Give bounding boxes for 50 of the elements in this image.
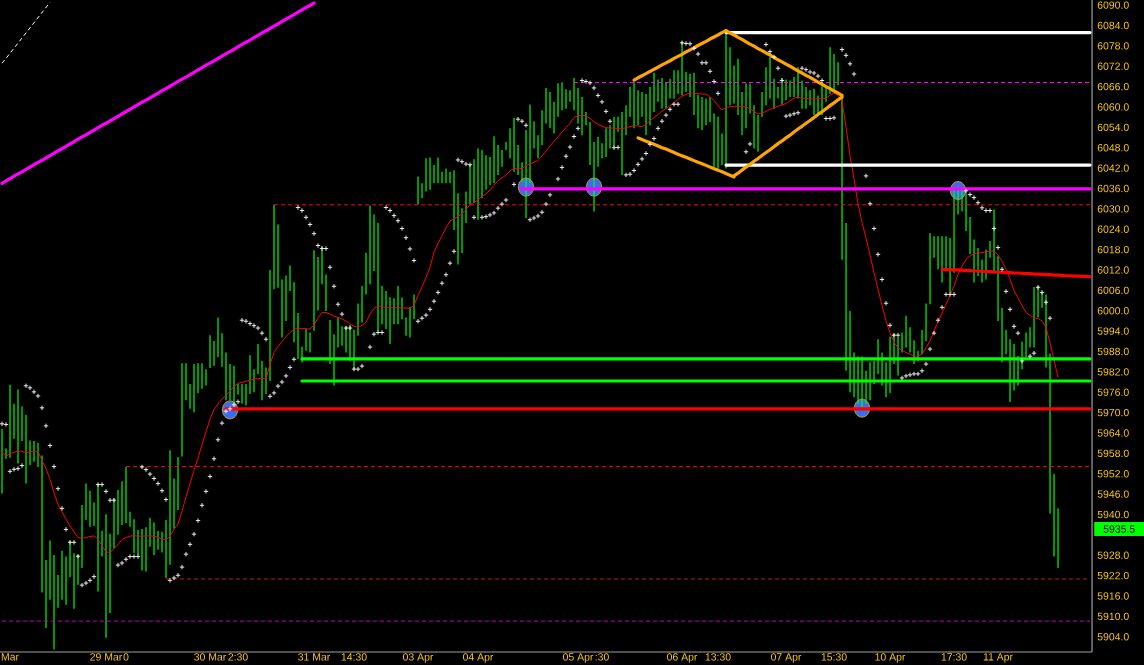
- x-tick-label: 2:30: [228, 653, 248, 661]
- y-tick-label: 6060.0: [1097, 103, 1129, 111]
- y-tick-label: 5916.0: [1097, 592, 1129, 600]
- y-tick-label: 5958.0: [1097, 449, 1129, 458]
- x-tick-label: :30: [595, 653, 609, 661]
- y-tick-label: 5928.0: [1097, 551, 1129, 559]
- x-tick-label: 10 Apr: [875, 653, 906, 663]
- y-tick-label: 6090.0: [1097, 1, 1129, 9]
- text: 5935.5: [1103, 525, 1135, 533]
- y-tick-label: 6042.0: [1097, 164, 1129, 172]
- y-tick-label: 6024.0: [1097, 225, 1129, 233]
- y-tick-label: 5910.0: [1097, 612, 1129, 621]
- x-tick-label: 0: [123, 653, 129, 661]
- y-tick-label: 5946.0: [1097, 490, 1129, 498]
- y-tick-label: 6000.0: [1097, 307, 1129, 315]
- x-tick-label: 14:30: [341, 653, 367, 661]
- y-tick-label: 6066.0: [1097, 82, 1129, 91]
- x-tick-label: 11 Apr: [983, 653, 1013, 663]
- x-tick-label: 30 Mar: [194, 653, 227, 661]
- y-tick-label: 5952.0: [1097, 470, 1129, 478]
- y-tick-label: 5976.0: [1097, 388, 1129, 396]
- y-tick-label: 6072.0: [1097, 62, 1129, 70]
- y-tick-label: 6036.0: [1097, 184, 1129, 193]
- x-tick-label: 31 Mar: [298, 653, 331, 661]
- y-tick-label: 6054.0: [1097, 123, 1129, 132]
- y-tick-label: 5970.0: [1097, 408, 1129, 417]
- x-tick-label: 04 Apr: [463, 653, 494, 663]
- x-tick-label: 03 Apr: [403, 653, 434, 663]
- x-tick-label: Mar: [1, 653, 19, 661]
- x-tick-label: 13:30: [705, 653, 731, 661]
- x-tick-label: 15:30: [821, 653, 847, 661]
- y-tick-label: 6006.0: [1097, 286, 1129, 295]
- y-tick-label: 5922.0: [1097, 571, 1129, 580]
- x-tick-label: 29 Mar: [90, 653, 123, 661]
- y-tick-label: 5940.0: [1097, 510, 1129, 519]
- y-tick-label: 5964.0: [1097, 429, 1129, 437]
- x-tick-label: 17:30: [941, 653, 967, 661]
- y-tick-label: 6084.0: [1097, 21, 1129, 30]
- y-tick-label: 6030.0: [1097, 205, 1129, 213]
- x-tick-label: 06 Apr: [667, 653, 698, 663]
- y-tick-label: 6018.0: [1097, 245, 1129, 254]
- y-tick-label: 5988.0: [1097, 347, 1129, 356]
- y-tick-label: 6048.0: [1097, 144, 1129, 152]
- y-tick-label: 5982.0: [1097, 368, 1129, 376]
- x-tick-label: 05 Apr: [563, 653, 594, 663]
- y-tick-label: 6078.0: [1097, 42, 1129, 50]
- y-tick-label: 5994.0: [1097, 327, 1129, 335]
- y-tick-label: 6012.0: [1097, 266, 1129, 274]
- y-tick-label: 5904.0: [1097, 633, 1129, 641]
- x-tick-label: 07 Apr: [771, 653, 802, 663]
